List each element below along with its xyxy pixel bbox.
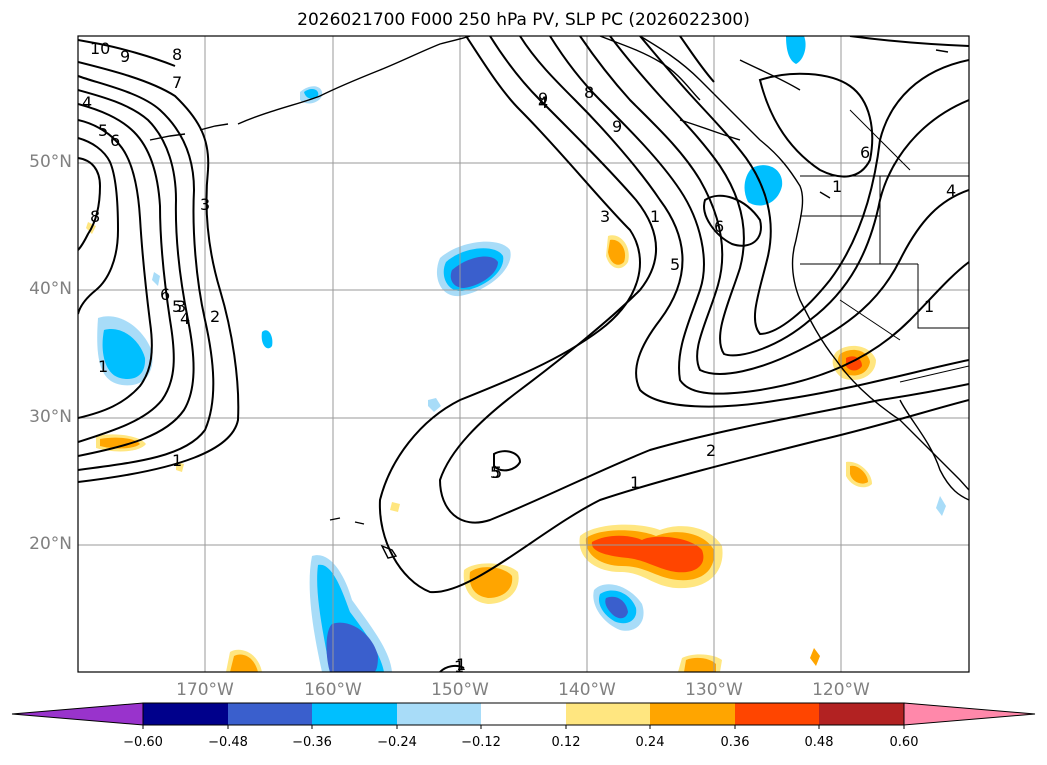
colorbar-tick: 0.12 [551,735,581,750]
lon-label-160w: 160°W [304,680,362,700]
contour-label: 1 [456,655,466,674]
contour-label: 8 [584,83,594,102]
contour-label: 8 [90,207,100,226]
lon-label-130w: 130°W [685,680,743,700]
contour-label: 4 [82,93,92,112]
colorbar-bin [228,703,312,725]
colorbar-bin [650,703,735,725]
contour-label: 4 [180,309,190,328]
colorbar-bin [397,703,481,725]
contour-label: 5 [490,463,500,482]
contour-label: 9 [538,89,548,108]
map-title: 2026021700 F000 250 hPa PV, SLP PC (2026… [297,10,750,30]
contour-label: 6 [160,285,170,304]
contour-label: 1 [172,451,182,470]
contour-label: 8 [172,45,182,64]
colorbar-bin [819,703,904,725]
colorbar-tick: −0.12 [461,735,501,750]
contour-label: 6 [860,143,870,162]
contour-labels: 10 9 8 7 4 5 6 8 3 2 1 6 5 4 3 1 9 4 8 9… [82,39,956,676]
colorbar-tick: −0.60 [123,735,163,750]
contour-label: 1 [832,177,842,196]
contour-label: 9 [120,47,130,66]
colorbar-tick: 0.36 [720,735,750,750]
colorbar-tick: −0.48 [208,735,248,750]
lon-label-170w: 170°W [176,680,234,700]
pv-shading [86,36,946,672]
colorbar-bin [312,703,397,725]
contour-label: 1 [98,357,108,376]
contour-label: 2 [706,441,716,460]
contour-label: 5 [670,255,680,274]
colorbar-bin [143,703,228,725]
lat-label-50n: 50°N [29,152,72,172]
lat-label-40n: 40°N [29,279,72,299]
contour-label: 7 [172,73,182,92]
contour-label: 5 [492,463,502,482]
colorbar-bin [735,703,819,725]
colorbar-tick: −0.36 [292,735,332,750]
lon-label-120w: 120°W [812,680,870,700]
contour-label: 1 [924,297,934,316]
colorbar-tick: 0.60 [889,735,919,750]
contour-label: 1 [630,473,640,492]
colorbar-extend-low [11,702,144,726]
contour-label: 3 [176,297,186,316]
lon-label-140w: 140°W [558,680,616,700]
contour-label: 9 [612,117,622,136]
gridlines [78,36,969,672]
contour-label: 5 [98,121,108,140]
lon-label-150w: 150°W [431,680,489,700]
contour-label: 3 [200,195,210,214]
contour-label: 6 [110,131,120,150]
contour-label: 5 [172,297,182,316]
contour-label: 6 [714,217,724,236]
contour-label: 4 [538,93,548,112]
contour-label: 4 [946,181,956,200]
slp-contours [78,36,969,672]
colorbar [11,702,1036,729]
coastlines [149,36,969,559]
contour-label: 3 [600,207,610,226]
colorbar-tick: −0.24 [377,735,417,750]
colorbar-bin [566,703,650,725]
colorbar-bin [481,703,566,725]
contour-label: 10 [90,39,110,58]
lat-label-30n: 30°N [29,407,72,427]
colorbar-tick: 0.48 [804,735,834,750]
map-frame [77,35,970,673]
contour-label: 2 [210,307,220,326]
colorbar-extend-high [903,702,1036,726]
colorbar-tick: 0.24 [635,735,665,750]
lat-label-20n: 20°N [29,534,72,554]
contour-label: 1 [650,207,660,226]
contour-label: 1 [454,657,464,676]
